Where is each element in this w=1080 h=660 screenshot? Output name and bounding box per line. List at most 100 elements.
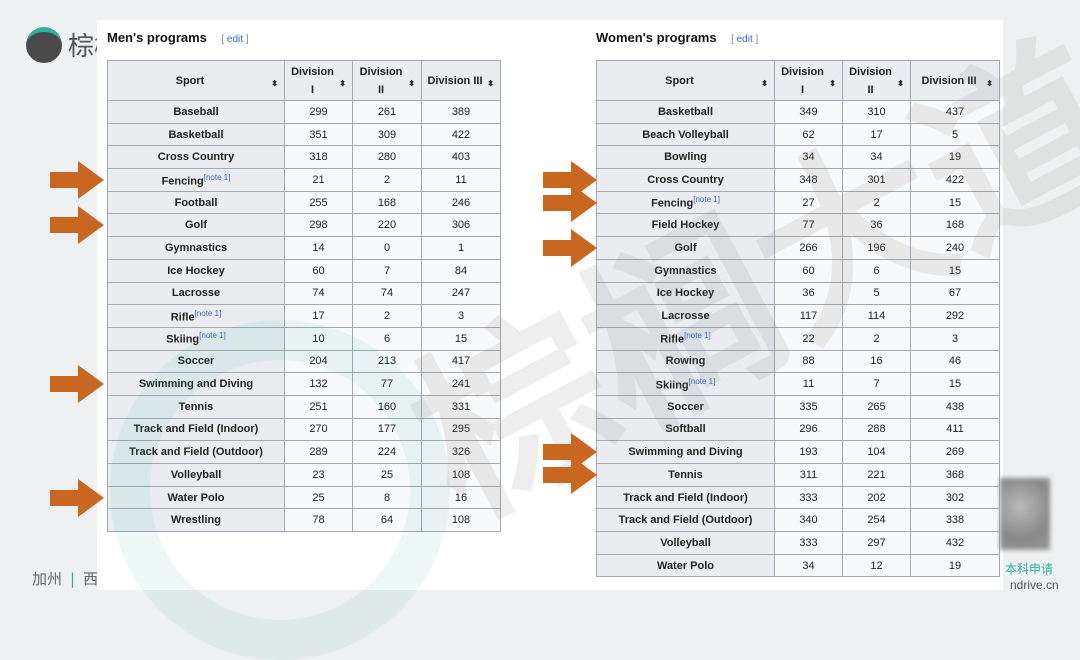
sport-name: Track and Field (Outdoor) [618,514,753,527]
footer-right: 西 [83,570,99,588]
sport-cell: Swimming and Diving [596,440,775,464]
table-row: Volleyball 23 25 108 [107,463,501,487]
sort-icon[interactable]: ⬍ [829,79,836,88]
sport-cell: Volleyball [107,463,285,487]
column-header[interactable]: Sport ⬍ [596,60,775,101]
footnote-link[interactable]: [note 1] [693,195,720,205]
sport-cell: Cross Country [596,168,775,192]
division-count-d2: 297 [842,531,911,555]
sport-name: Lacrosse [661,310,710,323]
division-count-d2: 6 [842,258,911,283]
sport-cell: Track and Field (Outdoor) [596,508,775,533]
sport-cell: Rifle[note 1] [107,304,285,328]
division-count-d1: 340 [774,508,843,533]
division-count-d3: 5 [910,122,1000,147]
sort-icon[interactable]: ⬍ [271,79,278,88]
division-count-d1: 23 [284,463,353,487]
sort-icon[interactable]: ⬍ [761,79,768,88]
table-row: Beach Volleyball 62 17 5 [596,122,1000,147]
division-count-d1: 11 [774,372,843,396]
sport-name: Baseball [173,105,219,118]
division-count-d3: 269 [910,440,1000,464]
division-count-d1: 78 [284,508,353,533]
division-count-d1: 22 [774,326,843,351]
footnote-link[interactable]: [note 1] [194,308,222,318]
edit-link[interactable]: edit [226,34,244,45]
sport-cell: Rifle[note 1] [596,326,775,351]
sport-cell: Ice Hockey [107,258,285,283]
table-row: Volleyball 333 297 432 [596,531,1000,555]
qr-url: ndrive.cn [1010,578,1059,592]
sort-icon[interactable]: ⬍ [408,79,415,88]
column-header[interactable]: Sport ⬍ [107,60,285,101]
division-count-d2: 168 [352,190,422,215]
table-row: Swimming and Diving 193 104 269 [596,440,1000,464]
division-count-d1: 60 [774,258,843,283]
table-row: Water Polo 25 8 16 [107,485,501,510]
sport-name: Cross Country [647,173,724,186]
division-count-d1: 270 [284,417,353,442]
sort-icon[interactable]: ⬍ [897,79,904,88]
footer-left: 加州 [32,570,63,588]
division-count-d2: 224 [352,440,422,464]
division-count-d3: 326 [421,440,501,464]
footnote-link[interactable]: [note 1] [199,331,226,341]
division-count-d2: 0 [352,236,422,260]
footnote-link[interactable]: [note 1] [684,331,711,341]
sport-name: Skiing [655,379,689,392]
sort-icon[interactable]: ⬍ [487,79,494,88]
table-row: Baseball 299 261 389 [107,100,501,124]
division-count-d3: 247 [421,281,501,306]
division-count-d1: 348 [774,168,843,192]
footer-separator: | [70,570,76,588]
division-count-d2: 265 [842,394,911,419]
table-row: Water Polo 34 12 19 [596,553,1000,578]
sport-name: Cross Country [157,151,235,164]
column-header[interactable]: Division I ⬍ [774,60,843,101]
division-count-d2: 2 [352,304,422,328]
sport-cell: Football [107,190,285,215]
column-header[interactable]: Division III ⬍ [910,60,1000,101]
division-count-d2: 2 [352,168,422,192]
division-count-d3: 331 [421,394,501,419]
table-row: Tennis 311 221 368 [596,463,1000,487]
column-header-label: Division I [291,65,334,96]
sort-icon[interactable]: ⬍ [986,79,993,88]
division-count-d3: 108 [421,508,501,533]
division-count-d2: 17 [842,122,911,147]
footnote-link[interactable]: [note 1] [688,376,716,386]
column-header[interactable]: Division II ⬍ [842,60,911,101]
division-count-d3: 438 [910,394,1000,419]
table-row: Track and Field (Indoor) 270 177 295 [107,417,501,442]
qr-label: 本科申请 [1005,562,1054,576]
table-row: Fencing[note 1] 21 2 11 [107,168,501,192]
division-count-d3: 15 [421,326,501,351]
division-count-d2: 160 [352,394,422,419]
sport-name: Soccer [667,400,704,413]
division-count-d2: 25 [352,463,422,487]
sort-icon[interactable]: ⬍ [339,79,346,88]
division-count-d2: 64 [352,508,422,533]
division-count-d3: 403 [421,145,501,170]
sport-cell: Ice Hockey [596,281,775,306]
sport-name: Rifle [170,311,195,324]
edit-link[interactable]: edit [736,34,753,45]
footnote-link[interactable]: [note 1] [203,172,231,182]
road-logo-icon [26,26,62,63]
sport-cell: Track and Field (Indoor) [596,485,775,510]
division-count-d1: 351 [284,122,353,147]
table-row: Tennis 251 160 331 [107,394,501,419]
sport-cell: Water Polo [596,553,775,578]
sport-cell: Lacrosse [596,304,775,328]
sport-name: Basketball [168,128,224,141]
division-count-d2: 254 [842,508,911,533]
division-count-d2: 74 [352,281,422,306]
division-count-d1: 349 [774,100,843,124]
column-header[interactable]: Division I ⬍ [284,60,353,101]
sport-name: Track and Field (Indoor) [623,491,748,504]
column-header[interactable]: Division II ⬍ [352,60,422,101]
division-count-d1: 14 [284,236,353,260]
table-row: Cross Country 318 280 403 [107,145,501,170]
division-count-d3: 15 [910,258,1000,283]
column-header[interactable]: Division III ⬍ [421,60,501,101]
